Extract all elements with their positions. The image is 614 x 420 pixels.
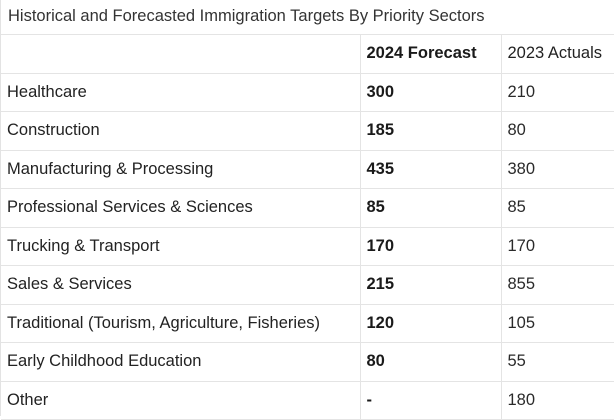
forecast-2024-cell: 215: [359, 265, 502, 305]
immigration-targets-table: 2024 Forecast 2023 Actuals Healthcare 30…: [1, 34, 614, 420]
actuals-2023-cell: 105: [500, 303, 614, 343]
forecast-2024-cell: 80: [359, 342, 502, 382]
actuals-2023-cell: 180: [500, 380, 614, 420]
sector-cell: Manufacturing & Processing: [1, 149, 361, 189]
actuals-2023-cell: 80: [500, 111, 614, 151]
actuals-2023-cell: 210: [500, 72, 614, 112]
forecast-2024-cell: 120: [359, 303, 502, 343]
sector-cell: Professional Services & Sciences: [1, 188, 361, 228]
forecast-2024-cell: 300: [359, 72, 502, 112]
table-row: Early Childhood Education 80 55: [1, 342, 614, 382]
actuals-2023-cell: 85: [500, 188, 614, 228]
table-row: Other - 180: [1, 380, 614, 420]
table-row: Manufacturing & Processing 435 380: [1, 149, 614, 189]
actuals-2023-cell: 855: [500, 265, 614, 305]
forecast-2024-cell: 85: [359, 188, 502, 228]
table-row: Trucking & Transport 170 170: [1, 226, 614, 266]
actuals-2023-cell: 380: [500, 149, 614, 189]
forecast-2024-cell: 185: [359, 111, 502, 151]
sector-cell: Sales & Services: [1, 265, 361, 305]
table-header-row: 2024 Forecast 2023 Actuals: [1, 34, 614, 74]
forecast-2024-cell: -: [359, 380, 502, 420]
sector-cell: Trucking & Transport: [1, 226, 361, 266]
table-row: Healthcare 300 210: [1, 72, 614, 112]
header-2023-actuals: 2023 Actuals: [500, 34, 614, 74]
forecast-2024-cell: 435: [359, 149, 502, 189]
forecast-2024-cell: 170: [359, 226, 502, 266]
table-row: Sales & Services 215 855: [1, 265, 614, 305]
sector-cell: Healthcare: [1, 72, 361, 112]
table-row: Construction 185 80: [1, 111, 614, 151]
sector-cell: Construction: [1, 111, 361, 151]
sector-cell: Early Childhood Education: [1, 342, 361, 382]
header-sector: [1, 34, 361, 74]
actuals-2023-cell: 170: [500, 226, 614, 266]
sector-cell: Traditional (Tourism, Agriculture, Fishe…: [1, 303, 361, 343]
actuals-2023-cell: 55: [500, 342, 614, 382]
table-caption: Historical and Forecasted Immigration Ta…: [8, 7, 485, 25]
header-2024-forecast: 2024 Forecast: [359, 34, 502, 74]
table-row: Professional Services & Sciences 85 85: [1, 188, 614, 228]
sector-cell: Other: [1, 380, 361, 420]
table-row: Traditional (Tourism, Agriculture, Fishe…: [1, 303, 614, 343]
